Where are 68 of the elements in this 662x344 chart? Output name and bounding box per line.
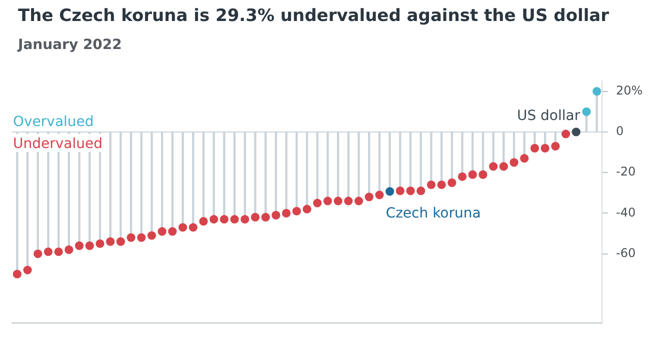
- point: [240, 214, 250, 224]
- point: [572, 128, 580, 136]
- point: [282, 208, 291, 218]
- point: [416, 186, 426, 196]
- point: [23, 266, 32, 274]
- y-tick-label: 0: [616, 124, 624, 138]
- point: [188, 223, 198, 232]
- point: [448, 178, 456, 188]
- point: [250, 212, 260, 222]
- point: [220, 214, 228, 224]
- point: [272, 210, 280, 220]
- point: [261, 212, 270, 222]
- point: [178, 223, 188, 232]
- point: [302, 204, 312, 214]
- point: [592, 87, 602, 96]
- annotation: Undervalued: [13, 136, 103, 152]
- point: [530, 144, 540, 152]
- point: [106, 237, 115, 246]
- y-tick-label: -20: [616, 164, 636, 179]
- annotation: Overvalued: [13, 114, 94, 130]
- point: [540, 144, 550, 152]
- point: [292, 206, 301, 216]
- point: [561, 130, 570, 138]
- point: [396, 186, 404, 196]
- point: [74, 241, 84, 250]
- point: [489, 162, 498, 171]
- point: [458, 172, 467, 181]
- point: [230, 214, 239, 224]
- point: [520, 154, 529, 163]
- point: [437, 180, 446, 190]
- point: [426, 180, 436, 190]
- annotation: US dollar: [516, 108, 580, 124]
- point: [96, 239, 104, 248]
- point: [12, 270, 22, 278]
- point: [551, 142, 560, 150]
- point: [137, 233, 146, 242]
- point: [199, 216, 208, 226]
- point: [126, 233, 136, 242]
- point: [344, 196, 353, 206]
- point: [375, 190, 384, 200]
- annotation: Czech koruna: [386, 205, 481, 222]
- point: [34, 249, 42, 258]
- point: [334, 196, 342, 206]
- chart-title: The Czech koruna is 29.3% undervalued against the US dollar: [18, 6, 610, 26]
- point: [406, 186, 415, 196]
- point: [510, 158, 518, 167]
- y-tick-label: -60: [616, 246, 636, 260]
- point: [354, 196, 364, 206]
- chart-subtitle: January 2022: [18, 37, 122, 53]
- point: [323, 196, 332, 206]
- point: [582, 107, 591, 116]
- point: [147, 231, 156, 240]
- point: [313, 198, 322, 208]
- point: [158, 227, 166, 236]
- point: [468, 170, 477, 179]
- point: [499, 162, 508, 171]
- point: [168, 227, 177, 236]
- point: [54, 247, 63, 256]
- point: [386, 187, 394, 196]
- point: [85, 241, 94, 250]
- point: [478, 170, 488, 179]
- point: [210, 214, 218, 224]
- y-tick-label: 20%: [616, 83, 643, 98]
- point: [364, 192, 374, 202]
- y-tick-label: -40: [616, 205, 636, 220]
- point: [116, 237, 125, 246]
- point: [44, 247, 53, 256]
- point: [64, 245, 74, 254]
